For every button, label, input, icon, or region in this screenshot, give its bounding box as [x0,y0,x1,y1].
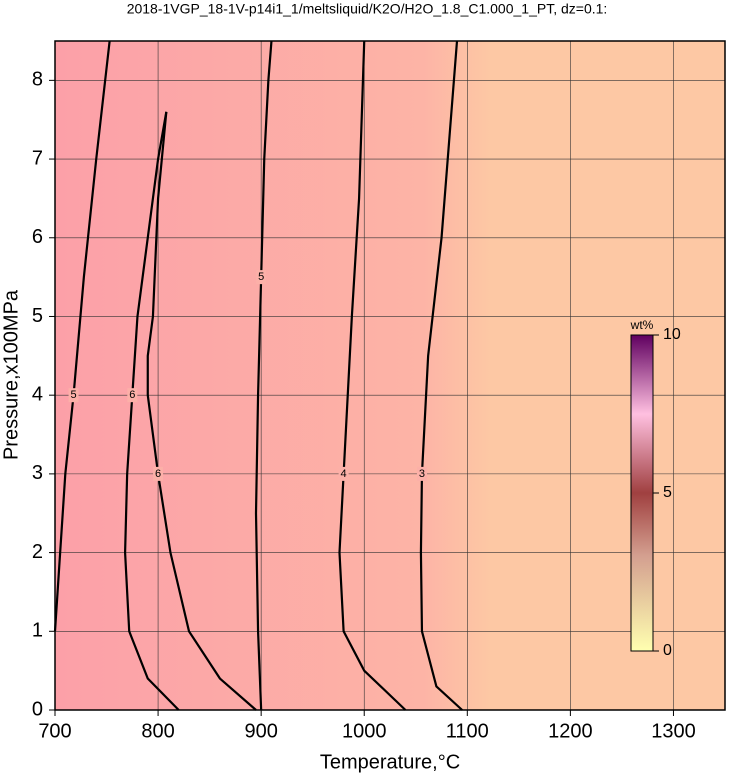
colorbar-label: wt% [630,318,654,332]
x-tick-label: 800 [141,720,174,742]
contour-line [146,111,257,711]
colorbar-tick-label: 5 [663,484,672,501]
y-tick-label: 6 [32,226,43,248]
plot-background [55,41,725,710]
chart-title: 2018-1VGP_18-1V-p14i1_1/meltsliquid/K2O/… [127,1,608,17]
y-tick-label: 0 [32,698,43,720]
colorbar [630,334,654,652]
contour-label-bg [256,270,267,285]
contour-label: 6 [129,389,135,401]
y-axis-label: Pressure,x100MPa [0,289,22,460]
contour-label-bg [416,466,427,481]
x-tick-label: 1200 [548,720,593,742]
x-tick-label: 900 [244,720,277,742]
contour-label-bg [338,466,349,481]
x-tick-label: 1100 [446,720,489,742]
contour-label-bg [68,388,79,403]
colorbar-tick-label: 0 [663,642,672,659]
x-axis-label: Temperature,°C [320,751,460,773]
y-tick-label: 2 [32,541,43,563]
contour-line [419,40,463,711]
contour-line [338,40,407,711]
contour-label-bg [153,466,164,481]
y-tick-label: 3 [32,462,43,484]
y-tick-label: 5 [32,305,43,327]
contour-label-bg [127,388,138,403]
y-tick-label: 8 [32,69,43,91]
plot-frame [54,40,726,711]
contour-line [254,40,273,711]
contour-label: 6 [155,468,161,480]
y-tick-label: 1 [32,620,43,642]
x-tick-label: 700 [38,720,71,742]
x-tick-label: 1000 [342,720,387,742]
x-tick-label: 1300 [651,720,696,742]
colorbar-tick-label: 10 [663,326,681,343]
contour-label: 4 [341,468,347,480]
contour-label: 5 [258,271,264,283]
y-tick-label: 7 [32,147,43,169]
contour-line [123,111,180,711]
contour-label: 3 [419,468,425,480]
y-tick-label: 4 [32,383,43,405]
contour-label: 5 [70,389,76,401]
